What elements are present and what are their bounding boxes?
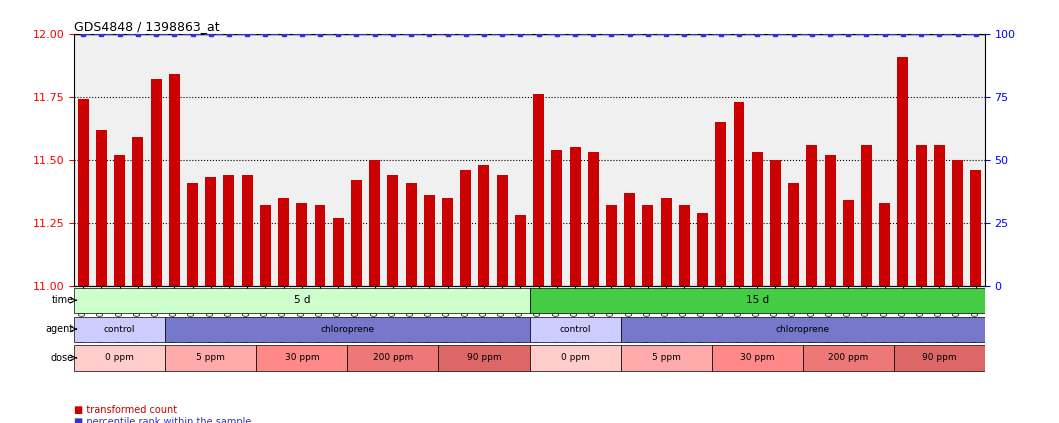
Bar — [241, 175, 253, 286]
Bar — [351, 180, 362, 286]
FancyBboxPatch shape — [165, 346, 256, 371]
Bar — [697, 213, 708, 286]
Bar — [132, 137, 143, 286]
FancyBboxPatch shape — [803, 346, 894, 371]
Bar — [624, 192, 635, 286]
Bar — [806, 145, 818, 286]
Bar — [952, 160, 963, 286]
Text: 90 ppm: 90 ppm — [922, 353, 956, 363]
Bar — [223, 175, 234, 286]
Text: 200 ppm: 200 ppm — [373, 353, 413, 363]
Text: dose: dose — [51, 353, 74, 363]
FancyBboxPatch shape — [530, 288, 985, 313]
Bar — [150, 79, 162, 286]
Bar — [643, 205, 653, 286]
FancyBboxPatch shape — [530, 346, 621, 371]
Bar — [187, 182, 198, 286]
Bar — [333, 218, 344, 286]
Text: 200 ppm: 200 ppm — [828, 353, 868, 363]
Bar — [442, 198, 453, 286]
Text: 15 d: 15 d — [746, 295, 769, 305]
Bar — [461, 170, 471, 286]
Bar — [205, 178, 216, 286]
Bar — [77, 99, 89, 286]
FancyBboxPatch shape — [894, 346, 985, 371]
FancyBboxPatch shape — [712, 346, 803, 371]
Text: control: control — [104, 324, 136, 334]
Bar — [114, 155, 125, 286]
Bar — [825, 155, 836, 286]
Bar — [315, 205, 325, 286]
Bar — [370, 160, 380, 286]
FancyBboxPatch shape — [530, 317, 621, 342]
FancyBboxPatch shape — [347, 346, 438, 371]
Text: 5 ppm: 5 ppm — [196, 353, 226, 363]
Text: 30 ppm: 30 ppm — [285, 353, 319, 363]
Text: 30 ppm: 30 ppm — [740, 353, 774, 363]
Bar — [679, 205, 689, 286]
Text: ■ transformed count: ■ transformed count — [74, 404, 177, 415]
FancyBboxPatch shape — [74, 346, 165, 371]
Text: time: time — [52, 295, 74, 305]
FancyBboxPatch shape — [256, 346, 347, 371]
FancyBboxPatch shape — [74, 317, 165, 342]
FancyBboxPatch shape — [438, 346, 530, 371]
Text: 0 ppm: 0 ppm — [560, 353, 590, 363]
Text: 5 ppm: 5 ppm — [651, 353, 681, 363]
FancyBboxPatch shape — [74, 288, 530, 313]
FancyBboxPatch shape — [621, 317, 985, 342]
Text: ■ percentile rank within the sample: ■ percentile rank within the sample — [74, 417, 251, 423]
Bar — [970, 170, 982, 286]
Bar — [168, 74, 180, 286]
Bar — [934, 145, 945, 286]
Text: 0 ppm: 0 ppm — [105, 353, 134, 363]
Bar — [752, 152, 762, 286]
Text: chloroprene: chloroprene — [320, 324, 375, 334]
Text: chloroprene: chloroprene — [775, 324, 830, 334]
FancyBboxPatch shape — [621, 346, 712, 371]
Bar — [897, 57, 909, 286]
Bar — [424, 195, 435, 286]
Bar — [588, 152, 598, 286]
Text: 5 d: 5 d — [293, 295, 310, 305]
Bar — [606, 205, 617, 286]
Bar — [479, 165, 489, 286]
Bar — [734, 102, 744, 286]
Bar — [406, 182, 416, 286]
Bar — [297, 203, 307, 286]
Bar — [661, 198, 671, 286]
Bar — [916, 145, 927, 286]
Bar — [861, 145, 872, 286]
Bar — [388, 175, 398, 286]
Bar — [96, 129, 107, 286]
Bar — [788, 182, 800, 286]
Bar — [259, 205, 271, 286]
Bar — [570, 147, 580, 286]
Bar — [715, 122, 726, 286]
Text: agent: agent — [46, 324, 74, 334]
FancyBboxPatch shape — [165, 317, 530, 342]
Bar — [515, 215, 526, 286]
Text: GDS4848 / 1398863_at: GDS4848 / 1398863_at — [74, 20, 220, 33]
Text: 90 ppm: 90 ppm — [467, 353, 501, 363]
Bar — [770, 160, 780, 286]
Bar — [497, 175, 507, 286]
Bar — [533, 94, 544, 286]
Bar — [279, 198, 289, 286]
Bar — [843, 200, 854, 286]
Text: control: control — [559, 324, 591, 334]
Bar — [879, 203, 891, 286]
Bar — [552, 150, 562, 286]
